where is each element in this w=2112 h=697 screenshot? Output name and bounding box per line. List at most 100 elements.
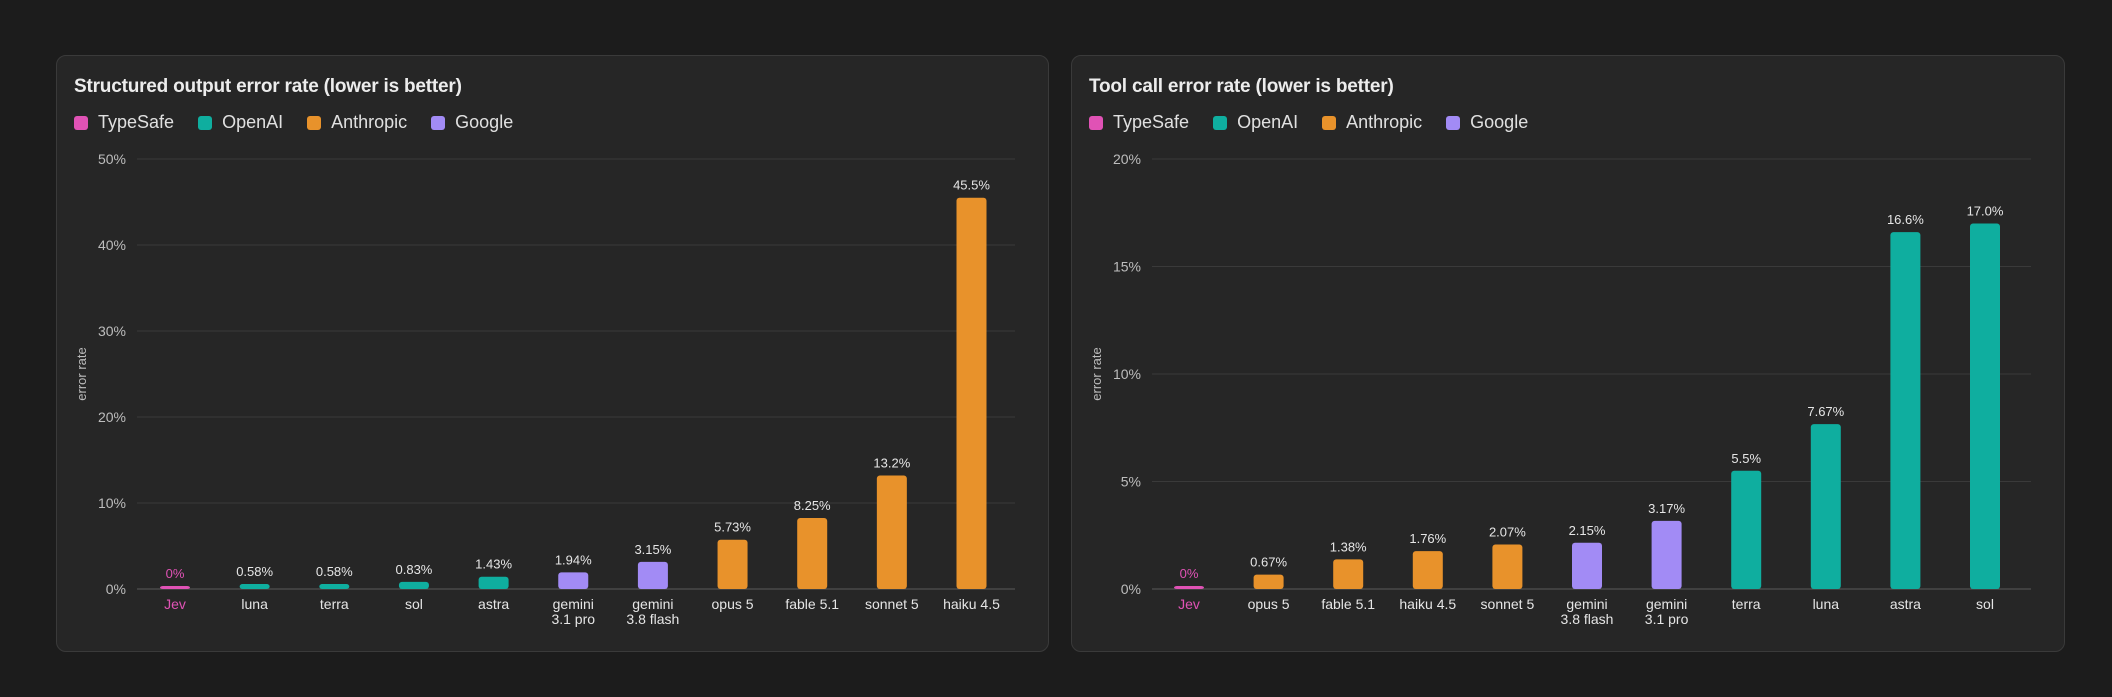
x-tick-label: gemini — [1566, 596, 1607, 612]
legend-swatch-google — [431, 115, 446, 130]
y-tick-label: 10% — [1113, 366, 1141, 382]
data-label: 0.83% — [396, 562, 433, 577]
x-tick-label: Jev — [164, 596, 186, 612]
x-tick-label: gemini — [1646, 596, 1687, 612]
x-tick-label: opus 5 — [712, 596, 754, 612]
x-tick-label: sol — [405, 596, 423, 612]
y-tick-label: 5% — [1121, 474, 1141, 490]
data-label: 0% — [166, 566, 185, 581]
y-tick-label: 20% — [98, 409, 126, 425]
chart-title: Tool call error rate (lower is better) — [1089, 76, 1394, 97]
bar — [1412, 551, 1443, 589]
bar — [1253, 574, 1284, 589]
legend-swatch-openai — [1213, 115, 1228, 130]
bar — [1890, 232, 1921, 589]
x-tick-label: 3.8 flash — [626, 611, 679, 627]
bar — [319, 584, 350, 589]
chart-panel-tool-call: Tool call error rate (lower is better) T… — [1071, 55, 2065, 652]
data-label: 1.94% — [555, 552, 592, 567]
chart-title: Structured output error rate (lower is b… — [74, 76, 462, 97]
data-label: 0.58% — [316, 564, 353, 579]
legend-label: OpenAI — [1237, 112, 1299, 132]
data-label: 2.15% — [1569, 523, 1606, 538]
bar — [398, 581, 429, 589]
x-tick-label: 3.1 pro — [551, 611, 595, 627]
data-label: 8.25% — [794, 498, 831, 513]
data-label: 1.76% — [1409, 531, 1446, 546]
legend-swatch-openai — [198, 115, 213, 130]
data-label: 2.07% — [1489, 524, 1526, 539]
data-label: 7.67% — [1807, 404, 1844, 419]
data-label: 45.5% — [953, 178, 990, 193]
x-tick-label: 3.1 pro — [1645, 611, 1689, 627]
x-tick-label: luna — [241, 596, 268, 612]
data-label: 1.38% — [1330, 539, 1367, 554]
bar — [239, 584, 270, 589]
legend-swatch-google — [1446, 115, 1461, 130]
x-tick-label: gemini — [632, 596, 673, 612]
data-label: 17.0% — [1967, 204, 2004, 219]
y-tick-label: 10% — [98, 495, 126, 511]
legend-swatch-anthropic — [307, 115, 322, 130]
data-label: 13.2% — [873, 455, 910, 470]
x-tick-label: 3.8 flash — [1561, 611, 1614, 627]
bar — [876, 475, 907, 589]
y-tick-label: 20% — [1113, 151, 1141, 167]
bar — [1731, 470, 1762, 589]
x-tick-label: terra — [1732, 596, 1761, 612]
legend-item-openai: OpenAI — [1213, 112, 1298, 133]
y-axis-label: error rate — [1089, 347, 1104, 400]
legend-item-google: Google — [1446, 112, 1528, 133]
legend-label: TypeSafe — [1113, 112, 1190, 132]
legend-item-openai: OpenAI — [198, 112, 283, 133]
legend-swatch-anthropic — [1322, 115, 1337, 130]
legend-item-typesafe: TypeSafe — [1089, 112, 1189, 133]
data-label: 3.17% — [1648, 501, 1685, 516]
data-label: 16.6% — [1887, 212, 1924, 227]
x-tick-label: terra — [320, 596, 349, 612]
x-tick-label: sonnet 5 — [1481, 596, 1535, 612]
data-label: 5.5% — [1731, 451, 1761, 466]
x-tick-label: fable 5.1 — [785, 596, 839, 612]
x-tick-label: astra — [478, 596, 509, 612]
y-tick-label: 15% — [1113, 259, 1141, 275]
y-tick-label: 50% — [98, 151, 126, 167]
x-tick-label: opus 5 — [1248, 596, 1290, 612]
bar — [1333, 559, 1364, 589]
x-tick-label: astra — [1890, 596, 1921, 612]
legend-item-anthropic: Anthropic — [307, 112, 407, 133]
x-tick-label: haiku 4.5 — [943, 596, 1000, 612]
legend-item-typesafe: TypeSafe — [74, 112, 174, 133]
bar — [1174, 586, 1204, 589]
bar — [160, 586, 190, 589]
legend-swatch-typesafe — [74, 115, 88, 130]
bar — [637, 561, 668, 589]
legend-item-google: Google — [431, 112, 513, 133]
bar — [558, 572, 589, 589]
legend-swatch-typesafe — [1089, 115, 1103, 130]
x-tick-label: haiku 4.5 — [1399, 596, 1456, 612]
data-label: 0% — [1180, 566, 1199, 581]
bar — [956, 197, 987, 589]
y-tick-label: 30% — [98, 323, 126, 339]
y-tick-label: 0% — [106, 581, 126, 597]
x-tick-label: Jev — [1178, 596, 1200, 612]
x-tick-label: sonnet 5 — [865, 596, 919, 612]
legend-label: OpenAI — [222, 112, 284, 132]
legend-label: Google — [1470, 112, 1529, 132]
chart-legend: TypeSafe OpenAI Anthropic Google — [74, 112, 513, 133]
x-tick-label: sol — [1976, 596, 1994, 612]
bar — [1651, 520, 1682, 589]
data-label: 0.58% — [236, 564, 273, 579]
bar-chart-tool-call: 0% 5% 10% 15% 20% error rate 0% Jev 0.67% opus 5 1… — [1089, 151, 2031, 627]
legend-label: TypeSafe — [98, 112, 175, 132]
legend-label: Anthropic — [331, 112, 408, 132]
y-tick-label: 40% — [98, 237, 126, 253]
bar — [1572, 542, 1602, 589]
bar — [478, 576, 509, 589]
legend-label: Anthropic — [1346, 112, 1423, 132]
y-axis-label: error rate — [74, 347, 89, 400]
y-tick-label: 0% — [1121, 581, 1141, 597]
x-tick-label: fable 5.1 — [1321, 596, 1375, 612]
bar — [717, 539, 748, 589]
